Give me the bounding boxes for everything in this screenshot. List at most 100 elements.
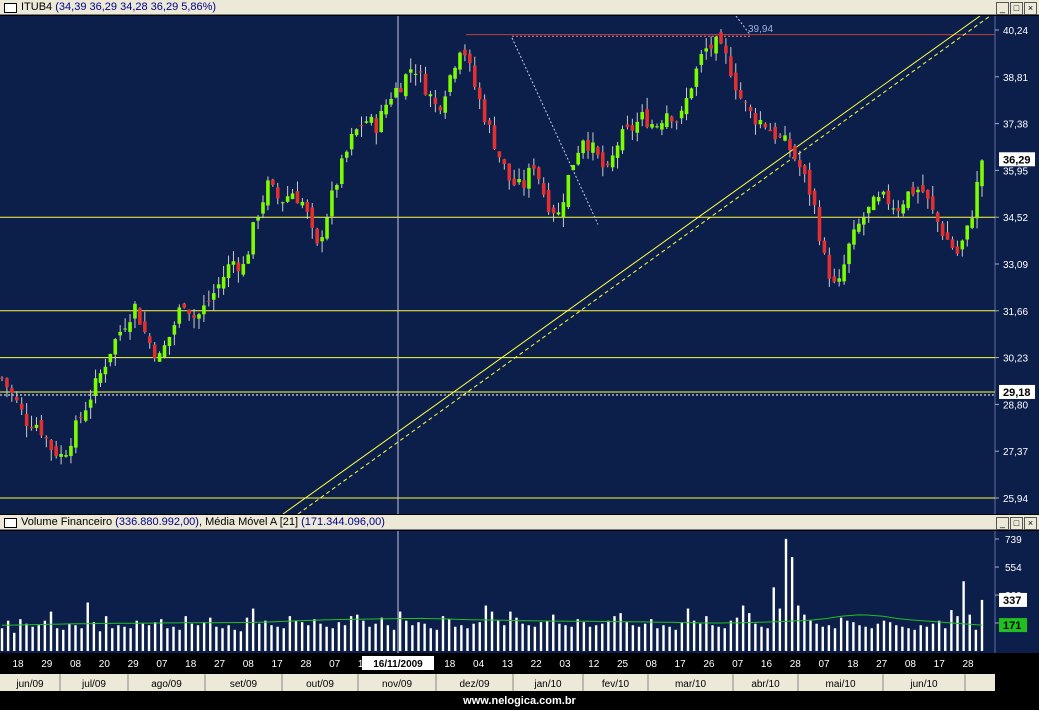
close-icon[interactable]: × [1024,517,1037,530]
maximize-icon[interactable]: □ [1010,2,1023,15]
candle-body [256,217,260,221]
minimize-icon[interactable]: _ [996,517,1009,530]
candle-body [605,163,610,166]
x-tick-label: 28 [790,659,802,670]
x-tick-label: 07 [818,659,830,670]
candle-body [271,179,275,186]
ma-label: Média Móvel A [21] [205,516,299,528]
candle-body [832,276,837,282]
candle-body [29,426,34,429]
volume-bar [668,626,671,651]
volume-bar [839,617,843,651]
volume-bar [417,622,420,651]
volume-bar [962,581,965,651]
price-y-axis-bg [995,16,1039,514]
candle-body [807,169,812,195]
volume-bar [307,625,310,651]
volume-bar [858,625,861,651]
volume-bar [135,620,138,651]
volume-chart-panel[interactable]: 739554369185337171 [0,531,1039,653]
volume-bar [509,611,512,651]
volume-bar [778,608,782,651]
close-icon[interactable]: × [1024,2,1037,15]
volume-bar [233,629,236,651]
candle-body [453,67,457,79]
x-tick-label: 25 [617,659,629,670]
x-tick-label: 29 [128,659,140,670]
volume-bar [864,626,867,651]
candle-body [261,202,265,214]
x-tick-label: 18 [847,659,859,670]
x-tick-label: 18 [444,659,456,670]
candle-body [610,155,615,168]
candle-body [748,106,753,112]
volume-bar [184,616,187,651]
candle-body [246,254,251,264]
volume-bar [466,628,469,651]
candle-body [827,254,832,279]
price-panel-titlebar[interactable]: ITUB4 (34,39 36,29 34,28 36,29 5,86%) _ □… [0,0,1039,15]
x-tick-label: 08 [243,659,255,670]
volume-chart[interactable]: 739554369185337171 [0,531,1039,653]
volume-bar [429,628,432,651]
candle-body [729,56,733,77]
month-label: nov/09 [382,679,412,690]
x-tick-label: 04 [473,659,485,670]
candle-body [645,109,649,128]
volume-bar [980,599,984,651]
candle-body [487,120,492,125]
maximize-icon[interactable]: □ [1010,517,1023,530]
volume-bar [380,617,383,651]
candle-body [216,284,221,289]
candle-body [202,305,206,315]
price-chart[interactable]: 40,24 38,81 37,38 35,95 34,52 33,09 31,66 30,23… [0,15,1039,515]
candle-body [660,123,664,130]
x-tick-label: 20 [99,659,111,670]
volume-bar [325,626,328,651]
volume-bar [490,611,494,651]
volume-bar [215,626,218,651]
candle-body [330,190,334,217]
price-chart-panel[interactable]: 40,24 38,81 37,38 35,95 34,52 33,09 31,66 30,23… [0,15,1039,515]
volume-bar [692,620,696,651]
x-tick-label: 22 [531,659,543,670]
candle-body [822,240,827,253]
month-label: mai/10 [825,679,855,690]
candle-body [162,345,167,358]
candle-body [886,190,891,205]
candle-body [778,135,782,137]
candle-body [310,207,315,228]
volume-bar [846,620,849,651]
candle-body [689,88,694,99]
candle-body [108,353,113,363]
volume-bar [827,625,831,651]
x-tick-label: 18 [12,659,24,670]
candle-body [305,202,310,212]
volume-bar [533,626,537,651]
candle-body [842,264,846,282]
volume-bar [913,629,916,651]
volume-bar [907,628,910,651]
candle-body [207,300,211,302]
candle-body [182,303,187,308]
x-tick-label: 27 [214,659,226,670]
candle-body [566,174,571,207]
candle-body [738,89,743,99]
volume-bar [190,623,194,651]
candle-body [753,112,758,125]
candle-body [896,208,901,211]
candle-body [541,183,546,195]
minimize-icon[interactable]: _ [996,2,1009,15]
volume-panel-titlebar[interactable]: Volume Financeiro (336.880.992,00), Médi… [0,515,1039,530]
marker-price-label: 29,18 [1003,387,1031,399]
volume-bar [282,628,285,651]
candle-body [862,217,866,225]
candle-body [64,455,68,457]
candle-body [275,187,280,199]
volume-bar [356,614,359,651]
candle-body [384,104,388,115]
x-tick-label: 27 [876,659,888,670]
candle-body [502,159,507,164]
candle-body [709,44,713,49]
volume-bar [815,623,818,651]
